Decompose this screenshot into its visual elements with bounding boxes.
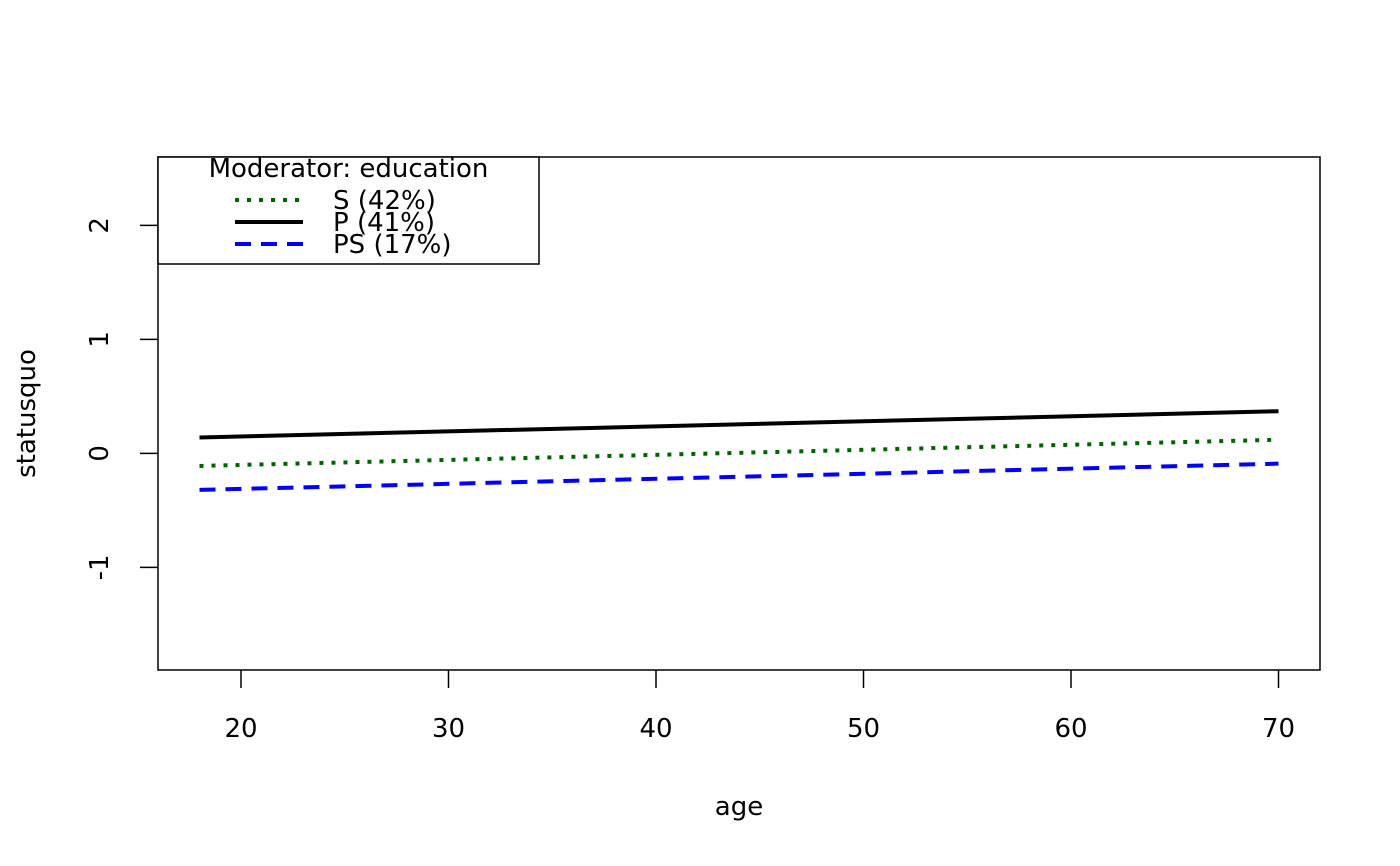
x-tick-label: 40 bbox=[639, 714, 672, 744]
x-tick-label: 30 bbox=[432, 714, 465, 744]
x-tick-label: 50 bbox=[847, 714, 880, 744]
legend-label-1: P (41%) bbox=[333, 208, 435, 238]
x-axis-title: age bbox=[715, 792, 763, 822]
y-tick-label: 1 bbox=[85, 331, 115, 348]
y-tick-label: 2 bbox=[85, 217, 115, 234]
legend-items: S (42%)P (41%)PS (17%) bbox=[235, 186, 452, 260]
y-axis: -1 0 1 2 bbox=[85, 217, 158, 580]
plot-frame bbox=[157, 156, 1321, 671]
legend-label-2: PS (17%) bbox=[333, 230, 452, 260]
series-line-1 bbox=[199, 409, 1279, 440]
legend-title: Moderator: education bbox=[209, 154, 489, 184]
legend-label-0: S (42%) bbox=[333, 186, 436, 216]
legend-box bbox=[157, 156, 540, 265]
x-tick-label: 70 bbox=[1262, 714, 1295, 744]
x-tick-label: 20 bbox=[224, 714, 257, 744]
series-line-2 bbox=[199, 461, 1279, 492]
y-tick-label: -1 bbox=[85, 554, 115, 580]
legend: Moderator: education S (42%)P (41%)PS (1… bbox=[157, 154, 540, 265]
y-axis-title: statusquo bbox=[12, 349, 42, 478]
x-tick-label: 60 bbox=[1054, 714, 1087, 744]
y-tick-label: 0 bbox=[85, 445, 115, 462]
series-layer bbox=[199, 409, 1279, 492]
series-line-0 bbox=[199, 437, 1279, 468]
x-axis: 20 30 40 50 60 70 bbox=[224, 670, 1295, 744]
